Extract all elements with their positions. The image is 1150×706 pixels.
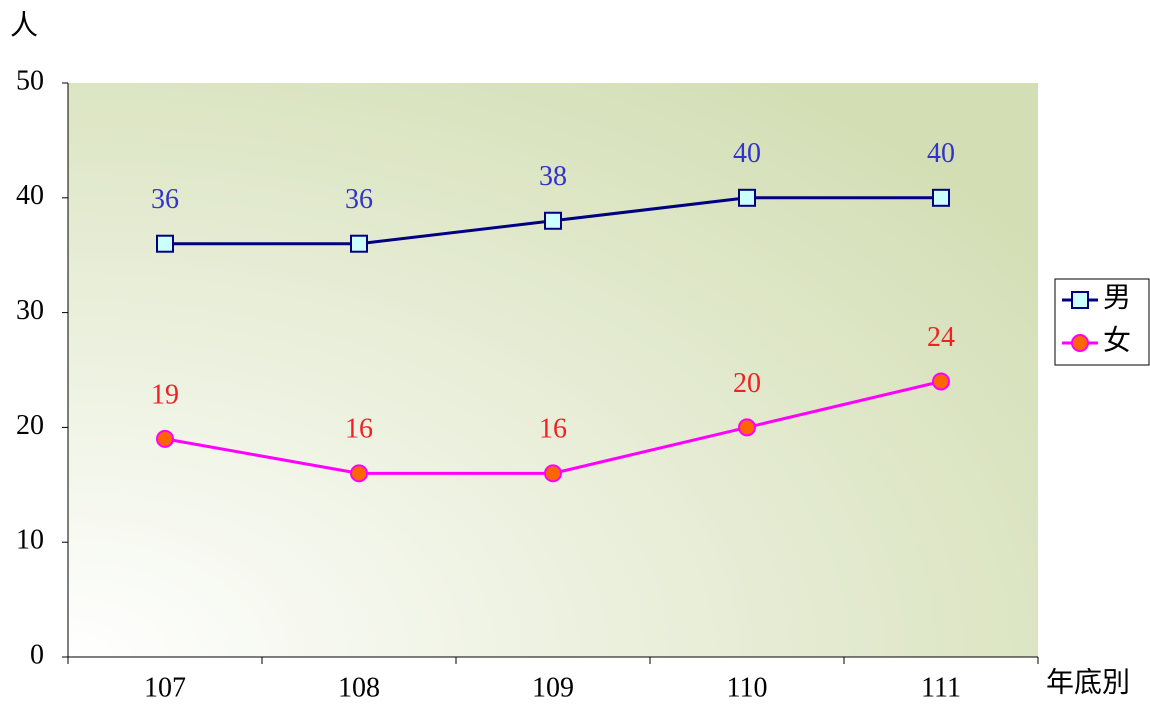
data-label: 24 — [927, 322, 955, 353]
point — [932, 372, 950, 391]
data-label: 36 — [151, 184, 179, 215]
legend-label: 男 — [1103, 282, 1131, 313]
point — [350, 234, 368, 253]
x-tick-label: 108 — [338, 672, 380, 701]
x-tick-label: 110 — [727, 672, 768, 701]
y-tick-label: 0 — [30, 639, 44, 670]
legend-box — [1054, 278, 1150, 366]
point — [544, 464, 562, 483]
y-tick-label: 30 — [16, 295, 44, 326]
data-label: 36 — [345, 184, 373, 215]
y-tick-label: 20 — [16, 410, 44, 441]
x-tick-label: 111 — [921, 672, 961, 701]
point — [156, 429, 174, 448]
y-axis-label: 人 — [10, 10, 38, 41]
data-label: 40 — [927, 138, 955, 169]
plot-area — [68, 83, 1038, 657]
point — [544, 211, 562, 230]
data-label: 40 — [733, 138, 761, 169]
point — [738, 418, 756, 437]
point — [350, 464, 368, 483]
data-label: 19 — [151, 379, 179, 410]
y-tick-label: 40 — [16, 180, 44, 211]
point — [738, 188, 756, 207]
x-axis-label: 年底別 — [1046, 666, 1130, 698]
point — [156, 234, 174, 253]
y-tick-label: 50 — [16, 65, 44, 96]
x-tick-label: 107 — [144, 672, 186, 701]
data-label: 16 — [345, 414, 373, 445]
data-label: 20 — [733, 368, 761, 399]
legend-marker — [1071, 291, 1089, 309]
point — [932, 188, 950, 207]
x-tick-label: 109 — [532, 672, 574, 701]
data-label: 38 — [539, 161, 567, 192]
y-tick-label: 10 — [16, 525, 44, 556]
legend-marker — [1071, 334, 1089, 352]
legend-label: 女 — [1103, 324, 1131, 356]
data-label: 16 — [539, 414, 567, 445]
